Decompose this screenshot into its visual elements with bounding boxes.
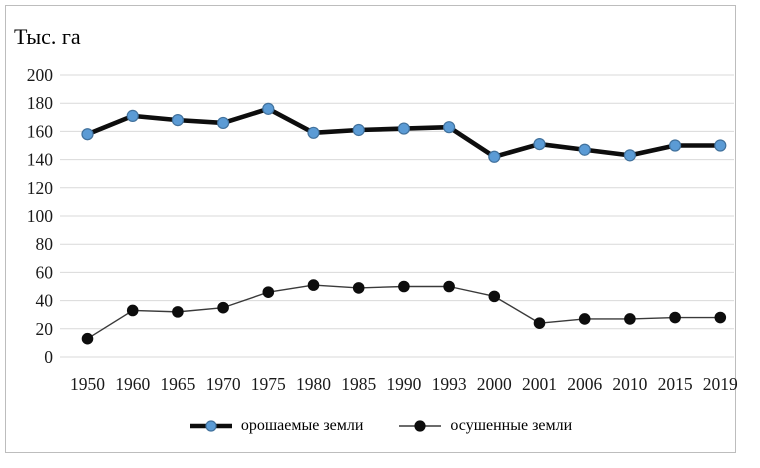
x-axis-tick-label: 1990 — [386, 374, 421, 394]
x-axis-tick-label: 2001 — [522, 374, 557, 394]
data-point-marker — [126, 109, 139, 122]
data-point-marker — [307, 279, 320, 291]
y-axis-tick-label: 60 — [36, 262, 54, 282]
x-axis-tick-label: 2006 — [567, 374, 602, 394]
legend-swatch-drained-icon — [399, 420, 442, 432]
data-point-marker — [578, 313, 591, 325]
data-point-marker — [217, 116, 230, 130]
y-axis-tick-label: 140 — [27, 150, 54, 170]
data-point-marker — [488, 150, 501, 163]
data-point-marker — [533, 317, 546, 329]
y-axis-tick-label: 20 — [36, 319, 54, 339]
data-point-marker — [398, 280, 410, 293]
chart-legend: орошаемые земли осушенные земли — [0, 417, 760, 435]
data-point-marker — [669, 311, 681, 324]
data-point-marker — [623, 149, 637, 162]
data-point-marker — [443, 280, 455, 293]
legend-label-drained-lands: осушенные земли — [450, 417, 573, 434]
legend-item-irrigated-lands: орошаемые земли — [188, 417, 364, 435]
y-axis-tick-label: 160 — [27, 121, 54, 141]
x-axis-tick-label: 1960 — [115, 374, 150, 394]
x-axis-tick-label: 2010 — [612, 374, 647, 394]
y-axis-unit-label: Тыс. га — [14, 24, 81, 49]
data-point-marker — [352, 123, 365, 137]
data-point-marker — [624, 313, 636, 325]
y-axis-tick-label: 180 — [27, 93, 54, 113]
data-point-marker — [533, 137, 546, 151]
chart-frame — [5, 5, 736, 453]
data-point-marker — [126, 304, 139, 317]
legend-item-drained-lands: осушенные земли — [397, 417, 572, 435]
data-point-marker — [81, 332, 94, 345]
x-axis-tick-label: 1975 — [251, 374, 286, 394]
x-axis-tick-label: 1950 — [70, 374, 105, 394]
x-axis-tick-label: 2019 — [703, 374, 738, 394]
x-axis-tick-label: 2015 — [658, 374, 693, 394]
y-axis-tick-label: 200 — [27, 65, 54, 85]
data-point-marker — [262, 286, 275, 298]
legend-swatch-irrigated-icon — [189, 420, 232, 432]
y-axis-tick-label: 100 — [27, 206, 54, 226]
y-axis-tick-label: 80 — [36, 234, 54, 254]
x-axis-tick-label: 1980 — [296, 374, 331, 394]
data-point-marker — [172, 306, 184, 318]
x-axis-tick-label: 1985 — [341, 374, 376, 394]
data-point-marker — [171, 114, 184, 127]
y-axis-tick-label: 120 — [27, 178, 54, 198]
data-point-marker — [714, 139, 727, 152]
y-axis-tick-label: 40 — [36, 291, 54, 311]
y-axis-tick-label: 0 — [44, 347, 53, 367]
data-point-marker — [217, 301, 229, 314]
data-point-marker — [352, 282, 365, 294]
data-point-marker — [668, 139, 682, 152]
data-point-marker — [81, 128, 94, 141]
legend-label-irrigated-lands: орошаемые земли — [240, 417, 364, 434]
x-axis-tick-label: 1970 — [206, 374, 241, 394]
data-point-marker — [397, 122, 410, 135]
data-point-marker — [307, 126, 320, 139]
data-point-marker — [714, 311, 727, 324]
data-point-marker — [488, 290, 501, 303]
data-point-marker — [262, 102, 275, 115]
x-axis-tick-label: 2000 — [477, 374, 512, 394]
data-point-marker — [443, 121, 456, 134]
x-axis-tick-label: 1965 — [160, 374, 195, 394]
data-point-marker — [578, 143, 591, 156]
x-axis-tick-label: 1993 — [432, 374, 467, 394]
